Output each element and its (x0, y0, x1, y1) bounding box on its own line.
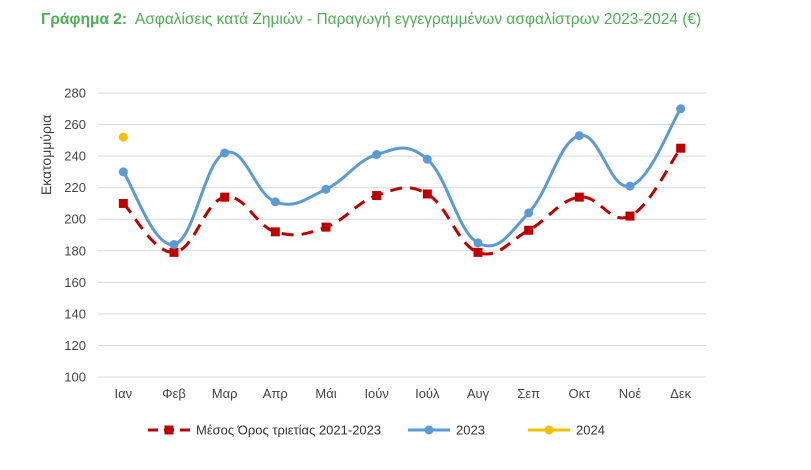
data-point (676, 104, 686, 114)
data-point (625, 211, 635, 221)
y-tick-label: 220 (64, 180, 86, 195)
data-point (524, 225, 534, 235)
legend-label: Μέσος Όρος τριετίας 2021-2023 (196, 423, 381, 438)
x-tick-label: Ιαν (115, 386, 133, 401)
y-tick-label: 120 (64, 338, 86, 353)
gridlines (98, 92, 706, 378)
y-tick-label: 200 (64, 212, 86, 227)
x-tick-label: Σεπ (517, 386, 540, 401)
y-tick-label: 280 (64, 86, 86, 101)
series-group (118, 104, 686, 257)
data-point (118, 198, 128, 208)
series-3 (118, 132, 128, 142)
data-point (118, 132, 128, 142)
legend-marker (164, 425, 174, 435)
x-tick-label: Ιούν (364, 386, 388, 401)
data-point (473, 238, 483, 248)
data-point (169, 247, 179, 257)
chart-title-text: Ασφαλίσεις κατά Ζημιών - Παραγωγή εγγεγρ… (134, 11, 702, 28)
y-tick-label: 260 (64, 117, 86, 132)
legend-marker (424, 425, 434, 435)
series-line (122, 147, 682, 256)
data-point (574, 192, 584, 202)
legend-label: 2023 (456, 423, 485, 438)
data-point (676, 143, 686, 153)
data-point (270, 227, 280, 237)
data-point (321, 184, 331, 194)
data-point (220, 148, 230, 158)
x-tick-label: Δεκ (670, 386, 691, 401)
y-axis-label: Εκατομμύρια (38, 115, 54, 195)
y-tick-label: 140 (64, 306, 86, 321)
data-point (321, 222, 331, 232)
data-point (422, 189, 432, 199)
x-tick-label: Αυγ (467, 386, 490, 401)
data-point (372, 150, 382, 160)
x-tick-label: Απρ (263, 386, 288, 401)
x-tick-label: Φεβ (162, 386, 186, 401)
x-axis-ticks: Ιαν Φεβ Μαρ Απρ Μάι Ιούν Ιούλ Αυγ Σεπ Οκτ Νοέ Δεκ (115, 386, 692, 401)
data-point (574, 131, 584, 141)
y-tick-label: 160 (64, 275, 86, 290)
data-point (625, 181, 635, 191)
legend-item: 2023 (408, 423, 485, 438)
chart-title: Γράφημα 2: Ασφαλίσεις κατά Ζημιών - Παρα… (41, 8, 781, 31)
legend-item: Μέσος Όρος τριετίας 2021-2023 (148, 423, 381, 438)
x-tick-label: Μάι (315, 386, 336, 401)
x-tick-label: Οκτ (568, 386, 591, 401)
legend-item: 2024 (528, 423, 605, 438)
data-point (473, 247, 483, 257)
data-point (524, 208, 534, 218)
data-point (422, 154, 432, 164)
data-point (372, 191, 382, 201)
y-tick-label: 100 (64, 370, 86, 385)
series-line (121, 107, 683, 248)
series-1 (118, 143, 686, 257)
legend-label: 2024 (576, 423, 605, 438)
x-tick-label: Ιούλ (415, 386, 440, 401)
legend: Μέσος Όρος τριετίας 2021-2023 2023 2024 (148, 423, 605, 438)
x-tick-label: Μαρ (212, 386, 238, 401)
legend-marker (544, 425, 554, 435)
data-point (220, 192, 230, 202)
y-tick-label: 240 (64, 149, 86, 164)
data-point (118, 167, 128, 177)
y-axis-ticks: 100 120 140 160 180 200 220 240 260 280 (64, 86, 86, 385)
data-point (270, 197, 280, 207)
x-tick-label: Νοέ (619, 386, 642, 401)
data-point (169, 239, 179, 249)
series-2 (118, 104, 686, 249)
chart-title-label: Γράφημα 2: (41, 11, 128, 28)
y-tick-label: 180 (64, 243, 86, 258)
